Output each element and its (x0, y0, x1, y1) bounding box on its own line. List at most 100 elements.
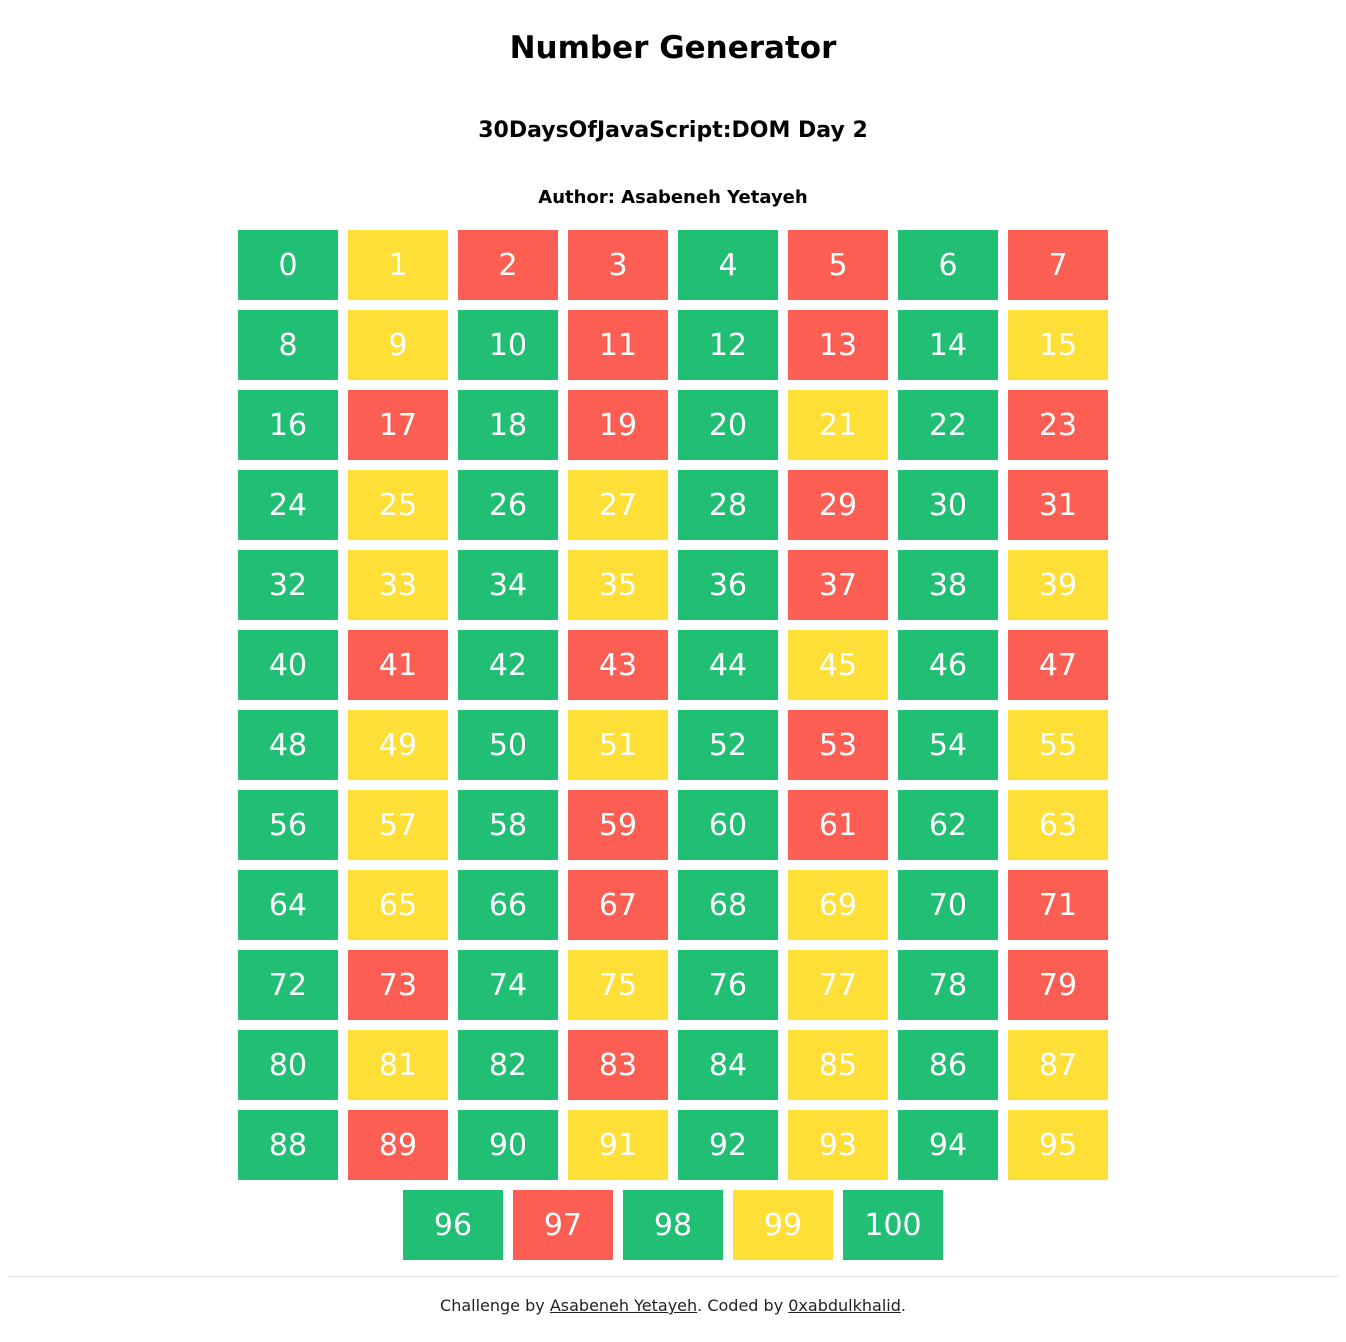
number-cell: 53 (788, 710, 888, 780)
number-cell: 12 (678, 310, 778, 380)
number-cell: 46 (898, 630, 998, 700)
number-cell: 48 (238, 710, 338, 780)
number-cell: 10 (458, 310, 558, 380)
number-cell: 43 (568, 630, 668, 700)
number-cell: 92 (678, 1110, 778, 1180)
number-cell: 0 (238, 230, 338, 300)
number-grid: 0 1 2 3 4 5 6 7 8 9 10 11 12 13 14 15 16 17 18 19 20 21 22 23 24… (238, 230, 1108, 1260)
number-cell: 26 (458, 470, 558, 540)
number-cell: 94 (898, 1110, 998, 1180)
number-cell: 61 (788, 790, 888, 860)
number-cell: 27 (568, 470, 668, 540)
number-cell: 97 (513, 1190, 613, 1260)
number-cell: 83 (568, 1030, 668, 1100)
number-cell: 55 (1008, 710, 1108, 780)
number-cell: 67 (568, 870, 668, 940)
author-line: Author: Asabeneh Yetayeh (538, 187, 808, 208)
number-cell: 62 (898, 790, 998, 860)
number-cell: 58 (458, 790, 558, 860)
number-cell: 84 (678, 1030, 778, 1100)
number-cell: 31 (1008, 470, 1108, 540)
coder-link[interactable]: 0xabdulkhalid (788, 1296, 901, 1315)
footer-suffix: . (900, 1296, 906, 1315)
number-cell: 8 (238, 310, 338, 380)
number-cell: 66 (458, 870, 558, 940)
number-cell: 79 (1008, 950, 1108, 1020)
number-cell: 49 (348, 710, 448, 780)
number-cell: 93 (788, 1110, 888, 1180)
footer-middle: . Coded by (697, 1296, 789, 1315)
number-cell: 3 (568, 230, 668, 300)
number-cell: 39 (1008, 550, 1108, 620)
number-cell: 41 (348, 630, 448, 700)
number-cell: 13 (788, 310, 888, 380)
number-cell: 91 (568, 1110, 668, 1180)
page-title: Number Generator (509, 30, 837, 66)
number-cell: 38 (898, 550, 998, 620)
number-cell: 98 (623, 1190, 723, 1260)
number-cell: 37 (788, 550, 888, 620)
number-cell: 35 (568, 550, 668, 620)
number-cell: 33 (348, 550, 448, 620)
number-cell: 14 (898, 310, 998, 380)
challenge-author-link[interactable]: Asabeneh Yetayeh (549, 1296, 698, 1315)
number-cell: 65 (348, 870, 448, 940)
number-cell: 29 (788, 470, 888, 540)
number-cell: 69 (788, 870, 888, 940)
number-cell: 25 (348, 470, 448, 540)
number-cell: 64 (238, 870, 338, 940)
number-cell: 51 (568, 710, 668, 780)
number-cell: 76 (678, 950, 778, 1020)
footer: Challenge by Asabeneh Yetayeh. Coded by … (0, 1296, 1346, 1315)
number-cell: 57 (348, 790, 448, 860)
number-cell: 74 (458, 950, 558, 1020)
number-cell: 90 (458, 1110, 558, 1180)
number-cell: 78 (898, 950, 998, 1020)
number-cell: 20 (678, 390, 778, 460)
number-cell: 2 (458, 230, 558, 300)
number-cell: 89 (348, 1110, 448, 1180)
number-cell: 63 (1008, 790, 1108, 860)
number-cell: 88 (238, 1110, 338, 1180)
number-cell: 87 (1008, 1030, 1108, 1100)
number-cell: 22 (898, 390, 998, 460)
number-cell: 50 (458, 710, 558, 780)
number-cell: 72 (238, 950, 338, 1020)
number-cell: 85 (788, 1030, 888, 1100)
number-cell: 73 (348, 950, 448, 1020)
number-cell: 77 (788, 950, 888, 1020)
number-cell: 47 (1008, 630, 1108, 700)
number-cell: 5 (788, 230, 888, 300)
number-cell: 4 (678, 230, 778, 300)
number-cell: 11 (568, 310, 668, 380)
number-cell: 59 (568, 790, 668, 860)
number-cell: 36 (678, 550, 778, 620)
number-cell: 96 (403, 1190, 503, 1260)
number-cell: 16 (238, 390, 338, 460)
number-cell: 9 (348, 310, 448, 380)
number-cell: 52 (678, 710, 778, 780)
number-cell: 7 (1008, 230, 1108, 300)
number-cell: 1 (348, 230, 448, 300)
number-cell: 99 (733, 1190, 833, 1260)
number-cell: 60 (678, 790, 778, 860)
number-cell: 30 (898, 470, 998, 540)
number-cell: 75 (568, 950, 668, 1020)
number-cell: 68 (678, 870, 778, 940)
number-cell: 40 (238, 630, 338, 700)
number-cell: 81 (348, 1030, 448, 1100)
number-cell: 80 (238, 1030, 338, 1100)
footer-prefix: Challenge by (440, 1296, 550, 1315)
number-cell: 6 (898, 230, 998, 300)
number-cell: 42 (458, 630, 558, 700)
number-cell: 82 (458, 1030, 558, 1100)
number-cell: 32 (238, 550, 338, 620)
number-cell: 44 (678, 630, 778, 700)
number-cell: 86 (898, 1030, 998, 1100)
number-cell: 23 (1008, 390, 1108, 460)
number-cell: 54 (898, 710, 998, 780)
number-cell: 18 (458, 390, 558, 460)
number-cell: 56 (238, 790, 338, 860)
number-cell: 24 (238, 470, 338, 540)
